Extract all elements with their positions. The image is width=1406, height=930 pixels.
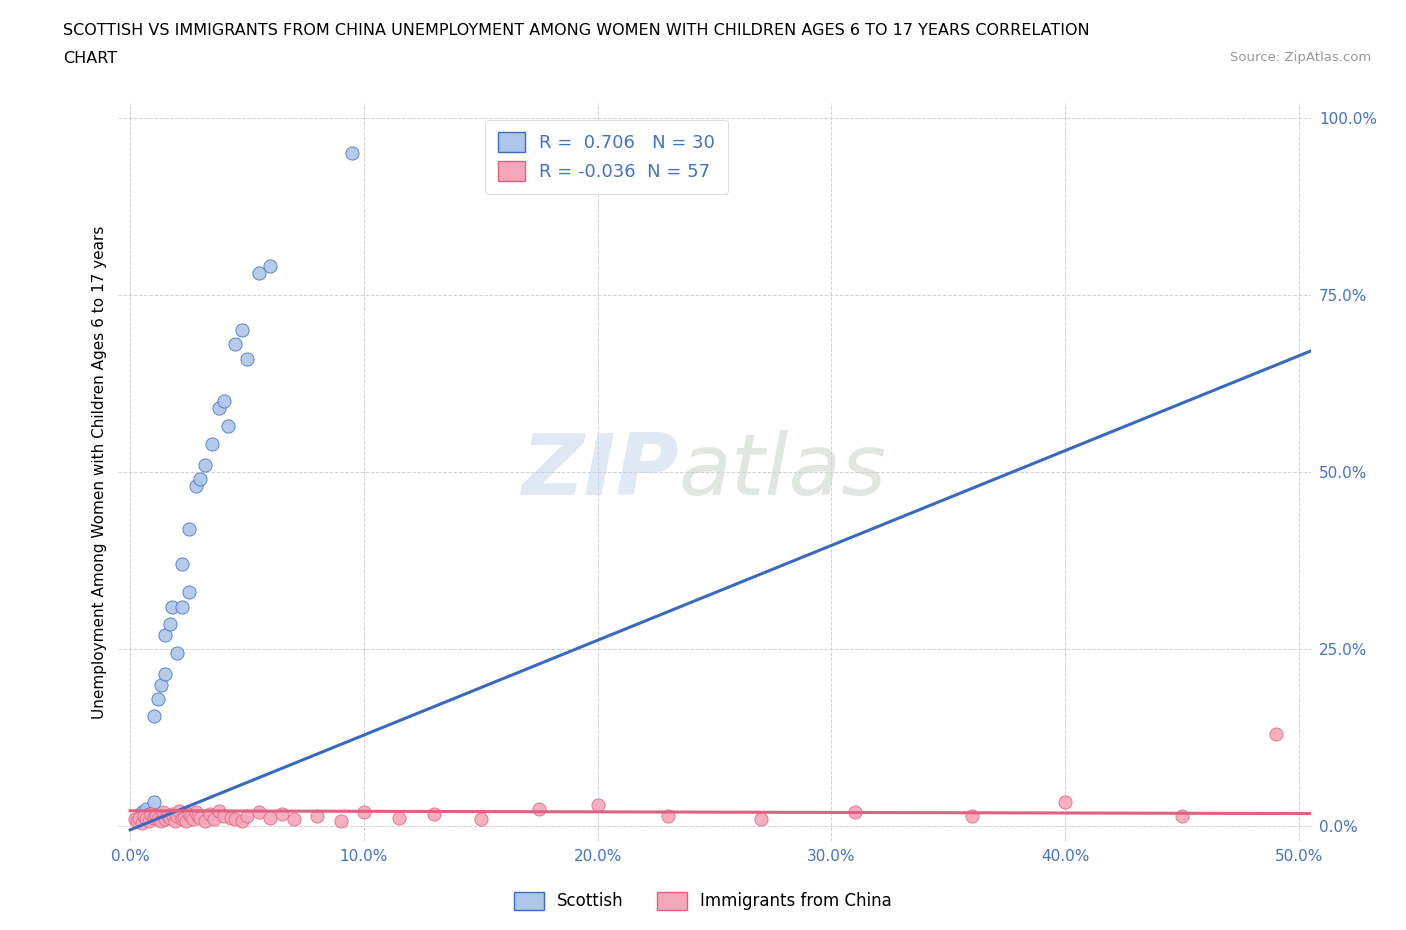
Point bbox=[181, 812, 204, 827]
Point bbox=[1171, 808, 1194, 823]
Point bbox=[170, 812, 193, 827]
Point bbox=[142, 709, 165, 724]
Text: atlas: atlas bbox=[679, 431, 887, 513]
Point bbox=[224, 337, 246, 352]
Point bbox=[131, 816, 153, 830]
Point bbox=[259, 259, 281, 273]
Point bbox=[194, 813, 217, 828]
Point bbox=[329, 813, 352, 828]
Point bbox=[201, 436, 224, 451]
Point bbox=[124, 812, 146, 827]
Point bbox=[283, 812, 305, 827]
Point bbox=[138, 813, 160, 828]
Point bbox=[187, 808, 209, 823]
Point bbox=[586, 798, 609, 813]
Point bbox=[188, 472, 211, 486]
Point bbox=[1264, 726, 1286, 741]
Point bbox=[307, 808, 329, 823]
Legend: R =  0.706   N = 30, R = -0.036  N = 57: R = 0.706 N = 30, R = -0.036 N = 57 bbox=[485, 120, 728, 193]
Point bbox=[1054, 794, 1077, 809]
Y-axis label: Unemployment Among Women with Children Ages 6 to 17 years: Unemployment Among Women with Children A… bbox=[93, 225, 107, 719]
Point bbox=[844, 804, 866, 819]
Text: ZIP: ZIP bbox=[522, 431, 679, 513]
Point bbox=[163, 813, 186, 828]
Point bbox=[135, 812, 157, 827]
Point bbox=[749, 812, 772, 827]
Point bbox=[188, 810, 211, 825]
Point bbox=[236, 352, 259, 366]
Point bbox=[145, 808, 167, 823]
Point bbox=[159, 810, 181, 825]
Point bbox=[224, 812, 246, 827]
Point bbox=[167, 804, 190, 818]
Point bbox=[141, 806, 163, 821]
Point bbox=[353, 804, 375, 819]
Point bbox=[212, 393, 235, 408]
Point bbox=[166, 645, 188, 660]
Point bbox=[134, 808, 156, 823]
Point bbox=[231, 813, 253, 828]
Point bbox=[142, 794, 165, 809]
Point bbox=[160, 806, 183, 821]
Point bbox=[657, 808, 679, 823]
Point bbox=[148, 812, 170, 827]
Point bbox=[516, 145, 538, 160]
Point bbox=[184, 479, 207, 494]
Point bbox=[160, 599, 183, 614]
Text: CHART: CHART bbox=[63, 51, 117, 66]
Point bbox=[194, 458, 217, 472]
Point bbox=[340, 145, 363, 160]
Point bbox=[247, 266, 270, 281]
Point bbox=[529, 801, 551, 816]
Point bbox=[149, 813, 172, 828]
Point bbox=[177, 806, 200, 821]
Legend: Scottish, Immigrants from China: Scottish, Immigrants from China bbox=[508, 885, 898, 917]
Point bbox=[153, 667, 176, 682]
Point bbox=[138, 806, 160, 821]
Point bbox=[177, 521, 200, 536]
Point bbox=[128, 810, 150, 825]
Point bbox=[148, 691, 170, 706]
Point bbox=[153, 812, 176, 827]
Point bbox=[271, 806, 294, 821]
Point bbox=[236, 808, 259, 823]
Point bbox=[156, 808, 179, 823]
Point bbox=[388, 810, 411, 825]
Point bbox=[173, 810, 195, 825]
Point bbox=[184, 804, 207, 819]
Point bbox=[153, 628, 176, 643]
Point bbox=[166, 808, 188, 823]
Point bbox=[960, 808, 983, 823]
Point bbox=[423, 806, 446, 821]
Point bbox=[470, 812, 492, 827]
Point bbox=[149, 677, 172, 692]
Text: SCOTTISH VS IMMIGRANTS FROM CHINA UNEMPLOYMENT AMONG WOMEN WITH CHILDREN AGES 6 : SCOTTISH VS IMMIGRANTS FROM CHINA UNEMPL… bbox=[63, 23, 1090, 38]
Point bbox=[202, 812, 225, 827]
Point bbox=[212, 808, 235, 823]
Point bbox=[135, 801, 157, 816]
Point bbox=[231, 323, 253, 338]
Point bbox=[174, 813, 197, 828]
Point bbox=[159, 617, 181, 631]
Point bbox=[131, 804, 153, 819]
Point bbox=[177, 585, 200, 600]
Point bbox=[198, 806, 221, 821]
Point bbox=[219, 810, 242, 825]
Text: Source: ZipAtlas.com: Source: ZipAtlas.com bbox=[1230, 51, 1371, 64]
Point bbox=[152, 804, 174, 819]
Point bbox=[170, 557, 193, 572]
Point bbox=[127, 813, 149, 828]
Point bbox=[208, 401, 231, 416]
Point bbox=[142, 810, 165, 825]
Point bbox=[217, 418, 239, 433]
Point bbox=[247, 804, 270, 819]
Point bbox=[170, 599, 193, 614]
Point bbox=[208, 804, 231, 818]
Point bbox=[259, 810, 281, 825]
Point bbox=[180, 808, 202, 823]
